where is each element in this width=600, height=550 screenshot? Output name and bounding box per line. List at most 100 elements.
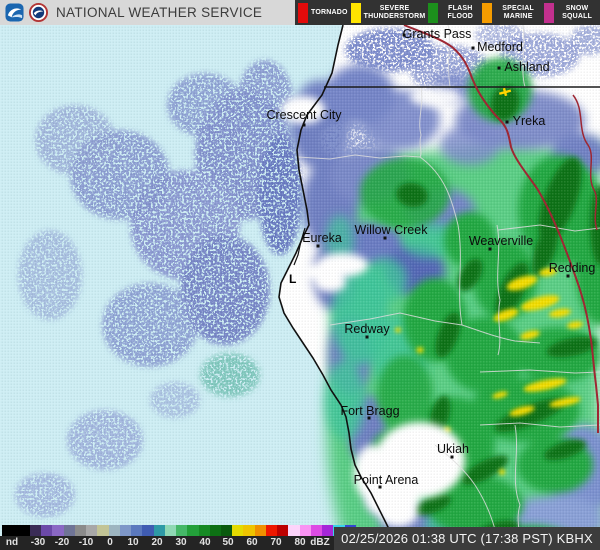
scale-tick: 80 [294,537,306,548]
scale-tick: -10 [78,537,94,548]
legend-item: TORNADO [298,2,348,23]
scale-tick: 60 [246,537,258,548]
radar-pixel-texture [0,25,600,550]
city-dot [365,335,369,339]
colorbar-segment [52,525,64,536]
colorbar-segment [164,525,177,536]
highway-lines [403,25,599,433]
colorbar-segment [265,525,278,536]
legend-swatch [428,2,439,23]
colorbar-segment [299,525,311,536]
scale-tick: 30 [175,537,187,548]
colorbar-segment [322,525,334,536]
city-label: Grants Pass [403,27,472,41]
legend-label: TORNADO [311,8,348,16]
city-dot [316,244,320,248]
legend-swatch [350,2,361,23]
city-label: Ashland [504,60,549,74]
colorbar-segment [142,525,154,536]
county-borders [297,25,600,550]
scale-tick: 0 [107,537,113,548]
timestamp-bar: 02/25/2026 01:38 UTC (17:38 PST) KBHX [334,527,600,550]
highway-east-line [572,94,598,231]
city-label: Willow Creek [355,223,429,237]
colorbar-segment [243,525,255,536]
city-label: Point Arena [354,473,419,487]
city-label: Eureka [302,231,342,245]
colorbar-segment [97,525,109,536]
map-markers-layer: L [289,272,296,286]
colorbar-segment [74,525,87,536]
reflectivity-colorbar [2,525,356,536]
city-label: Ukiah [437,442,469,456]
scale-tick: 70 [270,537,282,548]
humboldt-bay-line [293,227,306,266]
interstate-5-line [403,25,599,433]
colorbar-segment [254,525,266,536]
colorbar-segment [131,525,143,536]
scale-tick: 40 [199,537,211,548]
city-dot [383,236,387,240]
legend-swatch [482,2,493,23]
city-dot [566,274,570,278]
city-dot [497,66,501,70]
city-dot [402,33,406,37]
radar-map[interactable]: Grants Pass Medford Ashland Crescent City Yr… [0,25,600,550]
city-label: Yreka [513,114,546,128]
warning-legend: TORNADO SEVERE THUNDERSTORM FLASH FLOOD SPE… [295,0,600,25]
scale-tick: nd [5,537,19,548]
legend-label: SNOW SQUALL [562,4,593,20]
colorbar-segment [108,525,120,536]
city-label: Redway [344,322,390,336]
colorbar-segment [119,525,132,536]
colorbar-segment [209,525,221,536]
legend-label: FLASH FLOOD [447,4,474,20]
scale-tick: -20 [54,537,70,548]
colorbar-segment [86,525,98,536]
colorbar-segment [288,525,300,536]
colorbar-segment [30,525,42,536]
legend-swatch [544,2,555,23]
colorbar-segment [220,525,233,536]
colorbar-segment [277,525,289,536]
colorbar-segment [198,525,210,536]
legend-swatch [298,2,308,23]
legend-item: SNOW SQUALL [544,2,597,23]
nws-logo [29,3,48,22]
colorbar-segment [176,525,188,536]
legend-item: SPECIAL MARINE [482,2,541,23]
nws-header: NATIONAL WEATHER SERVICE TORNADO SEVERE T… [0,0,600,25]
city-label: Crescent City [266,108,342,122]
colorbar-segment [310,525,323,536]
colorbar-segment [187,525,199,536]
city-dot [450,455,454,459]
yellow-station-marker [498,87,512,97]
scale-unit: dBZ [310,537,330,548]
scale-tick: 20 [151,537,163,548]
coastline [278,25,400,550]
page-title: NATIONAL WEATHER SERVICE [56,5,263,20]
legend-label: SPECIAL MARINE [502,4,535,20]
legend-item: FLASH FLOOD [428,2,479,23]
city-labels-layer: Grants Pass Medford Ashland Crescent City Yr… [266,27,595,489]
scale-tick: 10 [127,537,139,548]
city-label: Weaverville [469,234,533,248]
city-dot [302,123,306,127]
legend-label: SEVERE THUNDERSTORM [363,4,426,20]
scale-tick: 50 [222,537,234,548]
colorbar-segment [41,525,53,536]
noaa-logo [5,3,24,22]
colorbar-segment [63,525,75,536]
city-dot [367,416,371,420]
city-dot [378,485,382,489]
city-label: Redding [549,261,596,275]
colorbar-segment [232,525,244,536]
legend-item: SEVERE THUNDERSTORM [350,2,426,23]
colorbar-segment [2,525,30,536]
city-label: Fort Bragg [340,404,399,418]
low-pressure-marker: L [289,272,296,286]
city-dot [471,46,475,50]
city-dot [505,120,509,124]
city-label: Medford [477,40,523,54]
